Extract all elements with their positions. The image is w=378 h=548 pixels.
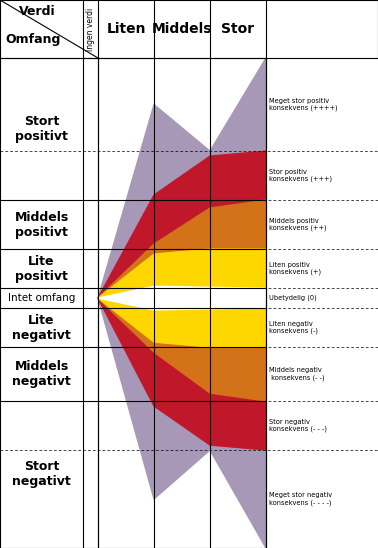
Polygon shape (98, 58, 266, 548)
Text: Liten: Liten (106, 22, 146, 36)
Text: Middels: Middels (152, 22, 212, 36)
Text: Stort
negativt: Stort negativt (12, 460, 71, 488)
Text: Meget stor negativ
konsekvens (- - - -): Meget stor negativ konsekvens (- - - -) (269, 492, 332, 506)
Text: Liten positiv
konsekvens (+): Liten positiv konsekvens (+) (269, 262, 321, 276)
Text: Middels
positivt: Middels positivt (14, 210, 69, 238)
Text: Ingen verdi: Ingen verdi (86, 7, 95, 50)
Text: Intet omfang: Intet omfang (8, 293, 75, 303)
Polygon shape (98, 249, 266, 347)
Text: Middels positiv
konsekvens (++): Middels positiv konsekvens (++) (269, 218, 327, 231)
Text: Stor positiv
konsekvens (+++): Stor positiv konsekvens (+++) (269, 169, 332, 182)
Text: Verdi: Verdi (19, 5, 56, 18)
Polygon shape (0, 0, 378, 58)
Text: Middels negativ
 konsekvens (- -): Middels negativ konsekvens (- -) (269, 367, 325, 381)
Polygon shape (98, 200, 266, 401)
Text: Stor negativ
konsekvens (- - -): Stor negativ konsekvens (- - -) (269, 419, 327, 432)
Text: Stort
positivt: Stort positivt (15, 115, 68, 143)
Text: Meget stor positiv
konsekvens (++++): Meget stor positiv konsekvens (++++) (269, 98, 338, 111)
Text: Middels
negativt: Middels negativt (12, 360, 71, 388)
Text: Omfang: Omfang (6, 33, 61, 46)
Polygon shape (98, 151, 266, 450)
Text: Lite
positivt: Lite positivt (15, 255, 68, 283)
Text: Liten negativ
konsekvens (-): Liten negativ konsekvens (-) (269, 321, 318, 334)
Polygon shape (98, 286, 266, 310)
Text: Stor: Stor (222, 22, 254, 36)
Text: Ubetydelig (0): Ubetydelig (0) (269, 295, 317, 301)
Text: Lite
negativt: Lite negativt (12, 313, 71, 341)
